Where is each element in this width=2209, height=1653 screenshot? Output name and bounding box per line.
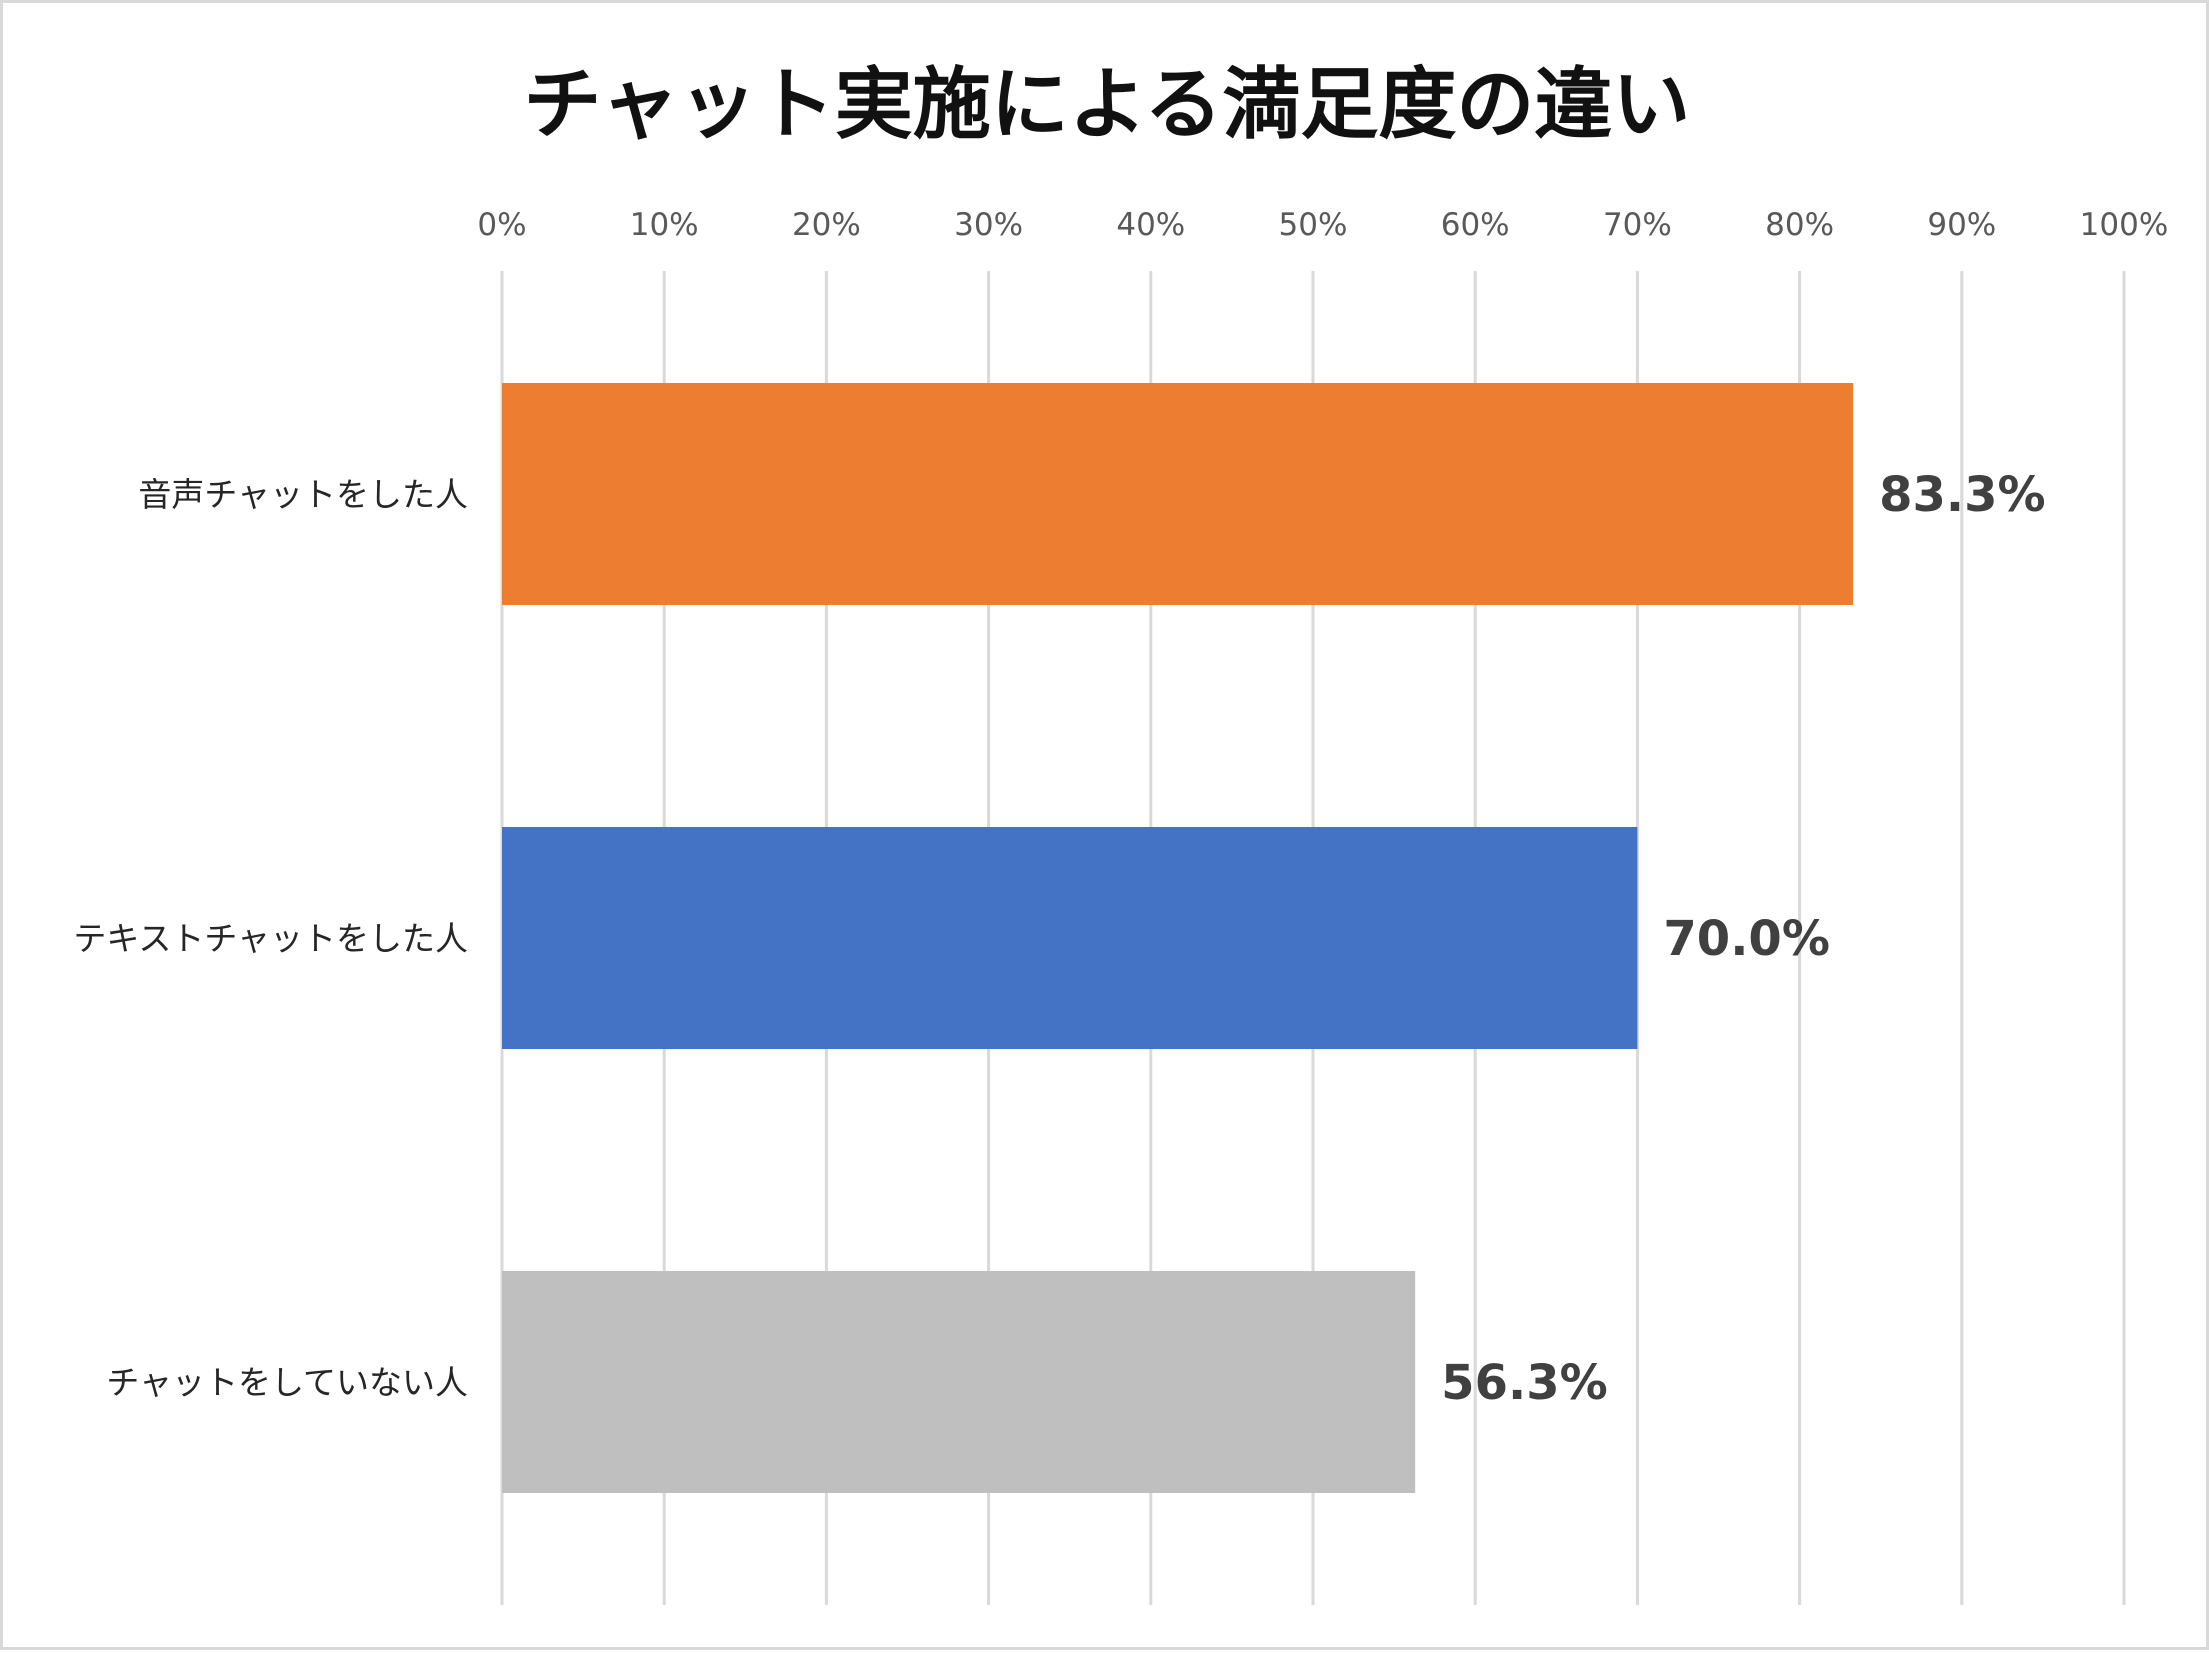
data-label: 70.0% xyxy=(1663,911,1830,967)
category-label: 音声チャットをした人 xyxy=(138,475,468,514)
x-tick-label: 80% xyxy=(1765,207,1834,243)
x-tick-label: 40% xyxy=(1116,207,1185,243)
bar-chart: チャット実施による満足度の違い 0% 10% 20% 30% 40% 50% 60% 70% 8… xyxy=(73,60,2168,1605)
data-label: 83.3% xyxy=(1879,467,2046,523)
bar xyxy=(502,1271,1416,1493)
bar xyxy=(502,383,1854,605)
value-labels: 83.3% 70.0% 56.3% xyxy=(1441,467,2045,1411)
bar xyxy=(502,827,1638,1049)
x-tick-label: 100% xyxy=(2080,207,2169,243)
chart-title: チャット実施による満足度の違い xyxy=(524,60,1691,150)
category-label: テキストチャットをした人 xyxy=(73,919,468,958)
x-axis-ticks: 0% 10% 20% 30% 40% 50% 60% 70% 80% 90% 100% xyxy=(477,207,2168,243)
x-tick-label: 90% xyxy=(1927,207,1996,243)
x-tick-label: 20% xyxy=(792,207,861,243)
x-tick-label: 30% xyxy=(954,207,1023,243)
x-tick-label: 0% xyxy=(477,207,526,243)
category-label: チャットをしていない人 xyxy=(106,1363,468,1402)
data-label: 56.3% xyxy=(1441,1355,1608,1411)
x-tick-label: 70% xyxy=(1603,207,1672,243)
bars xyxy=(502,383,1854,1493)
x-tick-label: 10% xyxy=(630,207,699,243)
x-tick-label: 50% xyxy=(1279,207,1348,243)
x-tick-label: 60% xyxy=(1441,207,1510,243)
